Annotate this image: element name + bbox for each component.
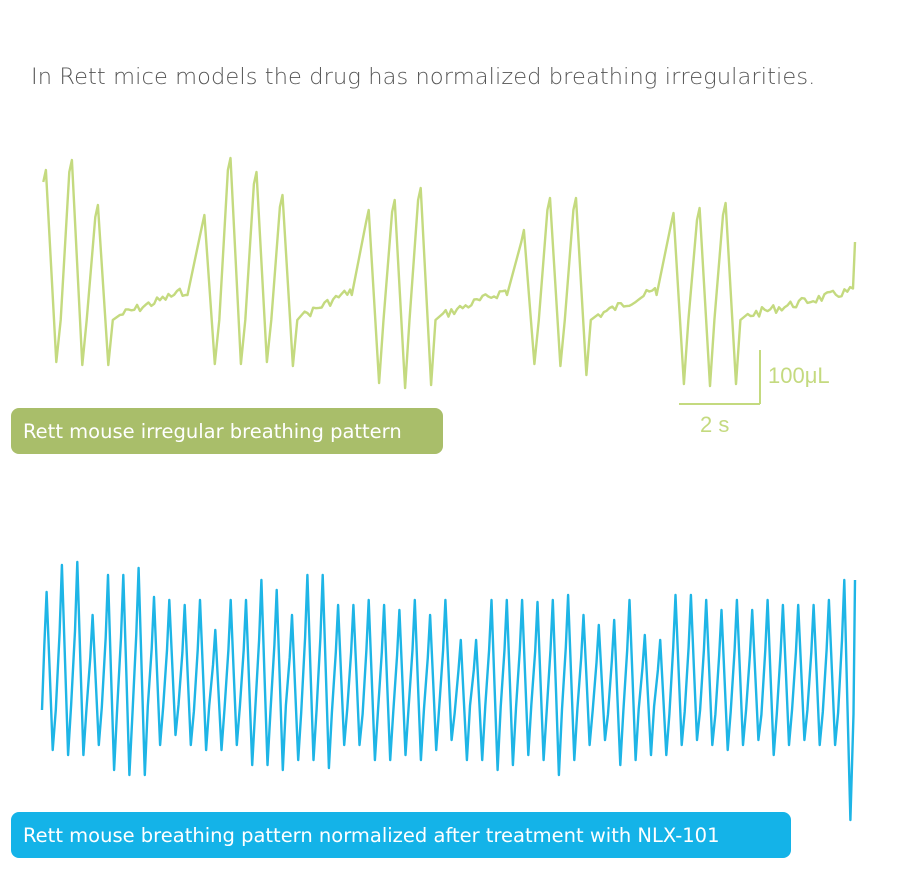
headline: In Rett mice models the drug has normali… — [31, 64, 816, 90]
scale-bar-volume-label: 100μL — [768, 363, 830, 388]
irregular-breathing-chart — [42, 156, 857, 405]
scale-bar-time-label: 2 s — [700, 412, 730, 437]
irregular-pattern-label: Rett mouse irregular breathing pattern — [11, 408, 443, 454]
irregular-breathing-trace — [42, 156, 857, 390]
normalized-pattern-label: Rett mouse breathing pattern normalized … — [11, 812, 791, 858]
normalized-breathing-trace — [40, 560, 857, 822]
scale-bar — [679, 350, 761, 405]
